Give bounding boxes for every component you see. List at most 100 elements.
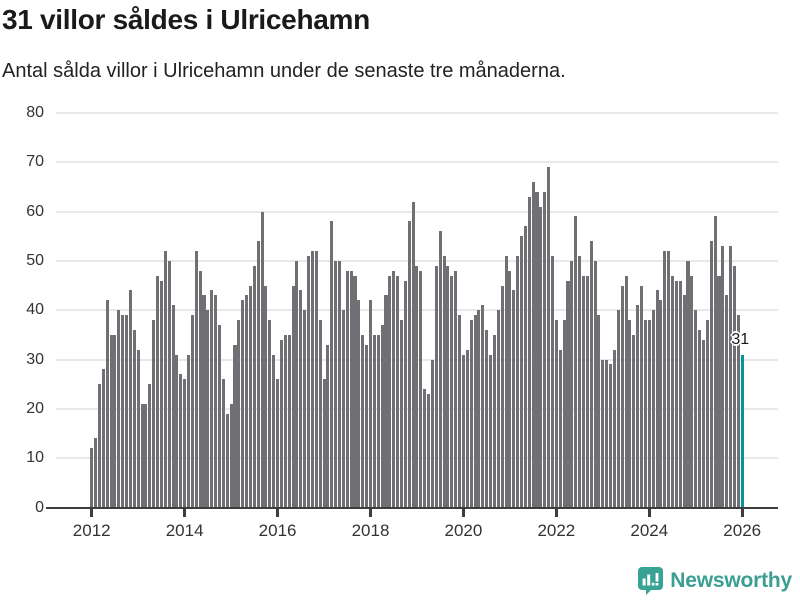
bar (516, 255, 520, 508)
bar (729, 246, 733, 508)
bar (113, 334, 117, 508)
bar (721, 246, 725, 508)
highlight-bar (740, 354, 744, 508)
bar (427, 394, 431, 508)
bar (523, 226, 527, 508)
bar (396, 275, 400, 508)
bar (210, 290, 214, 508)
bar (140, 403, 144, 508)
bar (682, 295, 686, 508)
bar (291, 285, 295, 508)
bar (217, 324, 222, 508)
bar (446, 265, 450, 508)
bar (698, 329, 702, 508)
bar (581, 275, 585, 508)
x-axis-tick (461, 509, 465, 517)
x-axis-tick (554, 509, 558, 517)
bar (415, 265, 419, 508)
bar (376, 334, 380, 508)
bar-chart: 0 10 20 30 40 50 60 70 80 2012 2014 2016 2018 2020 202… (26, 103, 778, 540)
bar (392, 270, 396, 508)
bar (469, 320, 473, 508)
bar (434, 265, 438, 508)
bar (365, 344, 369, 508)
bar (570, 260, 574, 508)
bar (535, 191, 539, 508)
bar (171, 305, 175, 508)
x-axis-line (46, 506, 778, 509)
bar (438, 231, 442, 508)
bar (655, 290, 659, 508)
bar (558, 349, 562, 508)
bar (345, 270, 349, 508)
bar (485, 329, 489, 508)
bar (701, 339, 706, 508)
bar (101, 369, 105, 508)
bar (175, 354, 179, 508)
bar (97, 384, 101, 508)
bar (519, 236, 524, 508)
bar (94, 438, 98, 508)
bar (713, 216, 717, 508)
bar (307, 255, 311, 508)
y-axis-tick-label: 70 (26, 153, 44, 171)
y-axis-tick-label: 10 (26, 449, 44, 467)
bar (492, 334, 496, 508)
y-axis-tick-label: 20 (26, 399, 44, 417)
bar (442, 255, 446, 508)
bar (531, 181, 535, 508)
bar (554, 320, 558, 508)
bar (725, 295, 729, 508)
x-axis-tick (740, 509, 744, 517)
bar (183, 379, 187, 508)
bar (198, 270, 202, 508)
bar (159, 280, 163, 508)
y-axis-tick-label: 50 (26, 251, 44, 269)
x-axis-tick (369, 509, 372, 517)
bar (252, 265, 256, 508)
bar (214, 295, 218, 508)
bar (473, 315, 477, 508)
bar (163, 250, 167, 508)
bar (221, 379, 225, 508)
bar (454, 270, 458, 508)
bar (233, 344, 237, 508)
bar (550, 255, 554, 508)
bar (678, 280, 682, 508)
bar (399, 320, 403, 508)
bar (562, 320, 566, 508)
bar (651, 310, 655, 508)
bar (504, 255, 508, 508)
bar (647, 320, 651, 508)
x-axis-tick-label: 2024 (630, 521, 669, 540)
bar (349, 270, 353, 508)
bar (283, 334, 287, 508)
y-axis-tick-label: 40 (26, 301, 44, 319)
bar (547, 167, 551, 508)
bar (121, 315, 125, 508)
bar (206, 310, 210, 508)
bar (643, 320, 647, 508)
bar (190, 315, 194, 508)
bar (543, 191, 547, 508)
bar (663, 250, 667, 508)
bar (237, 320, 241, 508)
y-axis-tick-label: 80 (26, 103, 44, 121)
bar (527, 196, 531, 508)
bar (430, 359, 434, 508)
bar (256, 241, 260, 508)
bar (423, 389, 427, 508)
bar (268, 320, 272, 508)
bar (640, 285, 644, 508)
bar (109, 334, 113, 508)
bar (326, 344, 330, 508)
bar (574, 216, 578, 508)
bar (512, 290, 516, 508)
x-axis-tick (90, 509, 94, 517)
x-axis-tick-label: 2012 (72, 521, 111, 540)
page-title: 31 villor såldes i Ulricehamn (2, 4, 370, 35)
highlight-value-label: 31 (731, 330, 750, 348)
gridline (56, 111, 778, 114)
bar (132, 329, 136, 508)
